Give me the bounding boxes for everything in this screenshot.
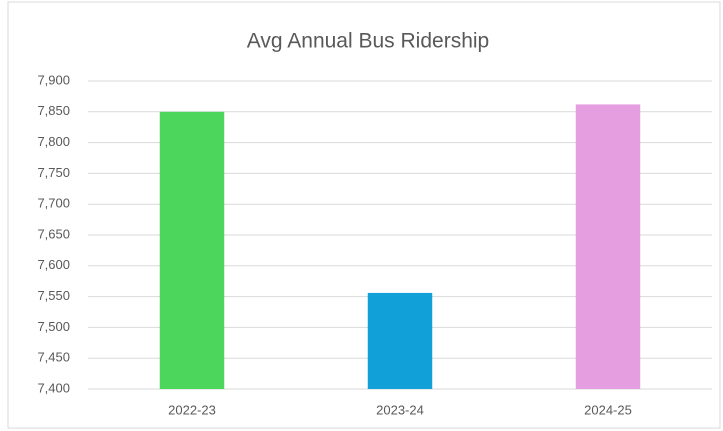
y-tick-label: 7,700 <box>37 196 70 211</box>
y-tick-label: 7,550 <box>37 288 70 303</box>
bar <box>575 104 641 390</box>
y-tick-label: 7,400 <box>37 380 70 395</box>
y-tick-label: 7,650 <box>37 226 70 241</box>
x-tick-label: 2024-25 <box>584 402 632 417</box>
x-tick-label: 2022-23 <box>168 402 216 417</box>
y-tick-label: 7,500 <box>37 319 70 334</box>
y-tick-label: 7,750 <box>37 165 70 180</box>
x-tick-label: 2023-24 <box>376 402 424 417</box>
chart-title: Avg Annual Bus Ridership <box>247 30 489 53</box>
y-tick-label: 7,850 <box>37 103 70 118</box>
y-tick-label: 7,450 <box>37 350 70 365</box>
y-tick-label: 7,900 <box>37 72 70 87</box>
y-tick-label: 7,800 <box>37 134 70 149</box>
y-tick-label: 7,600 <box>37 257 70 272</box>
bar <box>159 111 225 390</box>
bar <box>367 292 433 389</box>
